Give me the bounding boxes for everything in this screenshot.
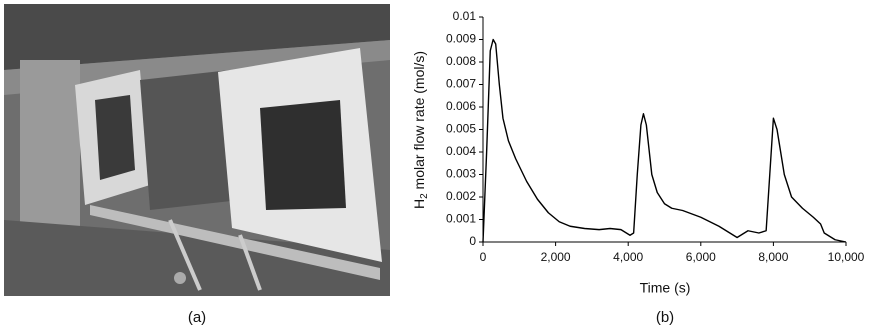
x-tick-label: 0: [480, 250, 487, 264]
y-tick-label: 0.01: [453, 9, 477, 23]
data-line: [482, 38, 847, 243]
x-tick-label: 2,000: [541, 250, 571, 264]
y-tick-label: 0.004: [446, 144, 476, 158]
y-tick-label: 0.007: [446, 77, 476, 91]
y-tick-label: 0.002: [446, 189, 476, 203]
x-tick-label: 10,000: [828, 250, 865, 264]
y-tick-label: 0.009: [446, 32, 476, 46]
photo: [4, 4, 390, 296]
caption: (b): [656, 309, 674, 326]
y-axis-title-subscript: 2: [419, 193, 430, 199]
y-axis-title: H2 molar flow rate (mol/s): [411, 51, 430, 209]
y-tick-label: 0.006: [446, 99, 476, 113]
y-axis-title-part: molar flow rate (mol/s): [411, 51, 427, 193]
x-tick-label: 6,000: [686, 250, 716, 264]
y-tick-label: 0.003: [446, 167, 476, 181]
y-tick-label: 0.001: [446, 212, 476, 226]
y-tick-label: 0.005: [446, 122, 476, 136]
x-axis-title: Time (s): [640, 280, 691, 296]
y-axis-title-part: H: [411, 199, 427, 209]
y-tick-label: 0.008: [446, 54, 476, 68]
y-tick-label: 0: [469, 234, 476, 248]
x-tick-label: 8,000: [758, 250, 788, 264]
x-tick-label: 4,000: [613, 250, 643, 264]
caption: (a): [188, 309, 206, 326]
